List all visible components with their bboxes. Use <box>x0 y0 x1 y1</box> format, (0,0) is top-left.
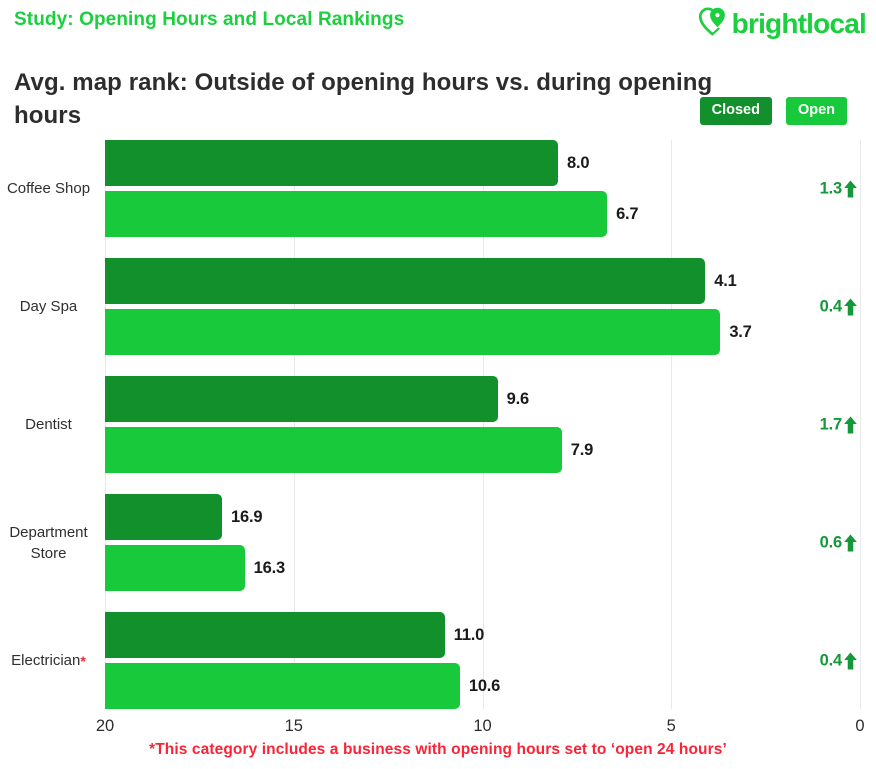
category-group: Coffee Shop 8.0 6.7 1.3 <box>0 140 876 237</box>
brightlocal-logo: brightlocal <box>698 6 867 42</box>
gridline <box>482 140 484 709</box>
bar-pair: 4.1 3.7 <box>105 258 860 355</box>
up-arrow-icon <box>844 652 857 669</box>
open-bar <box>105 545 245 591</box>
category-label: Department Store <box>9 523 88 562</box>
improvement-label: 1.7 <box>820 415 857 434</box>
closed-value-label: 4.1 <box>714 271 737 290</box>
improvement-label: 1.3 <box>820 179 857 198</box>
footnote: *This category includes a business with … <box>149 741 727 758</box>
x-axis-tick-label: 10 <box>473 717 492 735</box>
gridlines <box>105 140 861 709</box>
improvement-label: 0.6 <box>820 533 857 552</box>
up-arrow-icon <box>844 180 857 197</box>
category-label: Day Spa <box>19 298 78 315</box>
category-label: Coffee Shop <box>6 180 91 197</box>
bar-pair: 16.9 16.3 <box>105 494 860 591</box>
open-value-label: 7.9 <box>570 440 594 459</box>
closed-bar <box>105 376 498 422</box>
x-axis-tick-label: 20 <box>95 717 115 735</box>
gridline <box>860 140 861 709</box>
category-group: Electrician * 11.0 10.6 0.4 <box>0 612 876 709</box>
open-bar <box>105 191 608 237</box>
closed-bar <box>105 140 558 186</box>
closed-bar <box>105 494 223 540</box>
chart-title: Avg. map rank: Outside of opening hours … <box>14 69 713 130</box>
open-value-label: 3.7 <box>729 322 752 341</box>
open-bar <box>105 427 562 473</box>
up-arrow-icon <box>844 416 857 433</box>
bar-pair: 8.0 6.7 <box>105 140 860 237</box>
bar-pair: 9.6 7.9 <box>105 376 860 473</box>
bar-chart: Coffee Shop 8.0 6.7 1.3 Day Spa 4.1 <box>0 140 876 769</box>
improvement-label: 0.4 <box>820 297 857 316</box>
legend-closed-chip[interactable]: Closed <box>699 97 772 125</box>
closed-bar <box>105 258 706 304</box>
up-arrow-icon <box>844 534 857 551</box>
x-axis: 20 15 10 5 0 <box>96 717 865 741</box>
category-label: Electrician * <box>11 652 86 669</box>
legend-open-chip[interactable]: Open <box>785 97 847 125</box>
open-value-label: 6.7 <box>616 204 639 223</box>
open-value-label: 16.3 <box>253 558 286 577</box>
category-group: Day Spa 4.1 3.7 0.4 <box>0 258 876 355</box>
open-bar <box>105 663 460 709</box>
closed-value-label: 9.6 <box>506 389 530 408</box>
x-axis-tick-label: 5 <box>666 717 676 735</box>
category-group: Dentist 9.6 7.9 1.7 <box>0 376 876 473</box>
bar-pair: 11.0 10.6 <box>105 612 860 709</box>
gridline <box>105 140 106 709</box>
x-axis-tick-label: 0 <box>855 717 865 735</box>
closed-value-label: 8.0 <box>567 153 590 172</box>
heart-pin-icon <box>698 6 727 42</box>
closed-value-label: 11.0 <box>453 625 485 644</box>
category-group: Department Store 16.9 16.3 0.6 <box>0 494 876 591</box>
category-groups: Coffee Shop 8.0 6.7 1.3 Day Spa 4.1 <box>0 140 876 709</box>
gridline <box>671 140 673 709</box>
closed-value-label: 16.9 <box>231 507 263 526</box>
category-label: Dentist <box>25 416 72 433</box>
open-value-label: 10.6 <box>468 676 501 695</box>
brand-wordmark: brightlocal <box>731 8 867 39</box>
legend: Closed Open <box>699 97 847 125</box>
x-axis-tick-label: 15 <box>284 717 303 735</box>
up-arrow-icon <box>844 298 857 315</box>
gridline <box>293 140 295 709</box>
open-bar <box>105 309 721 355</box>
study-kicker: Study: Opening Hours and Local Rankings <box>14 9 405 30</box>
improvement-label: 0.4 <box>820 651 857 670</box>
closed-bar <box>105 612 445 658</box>
